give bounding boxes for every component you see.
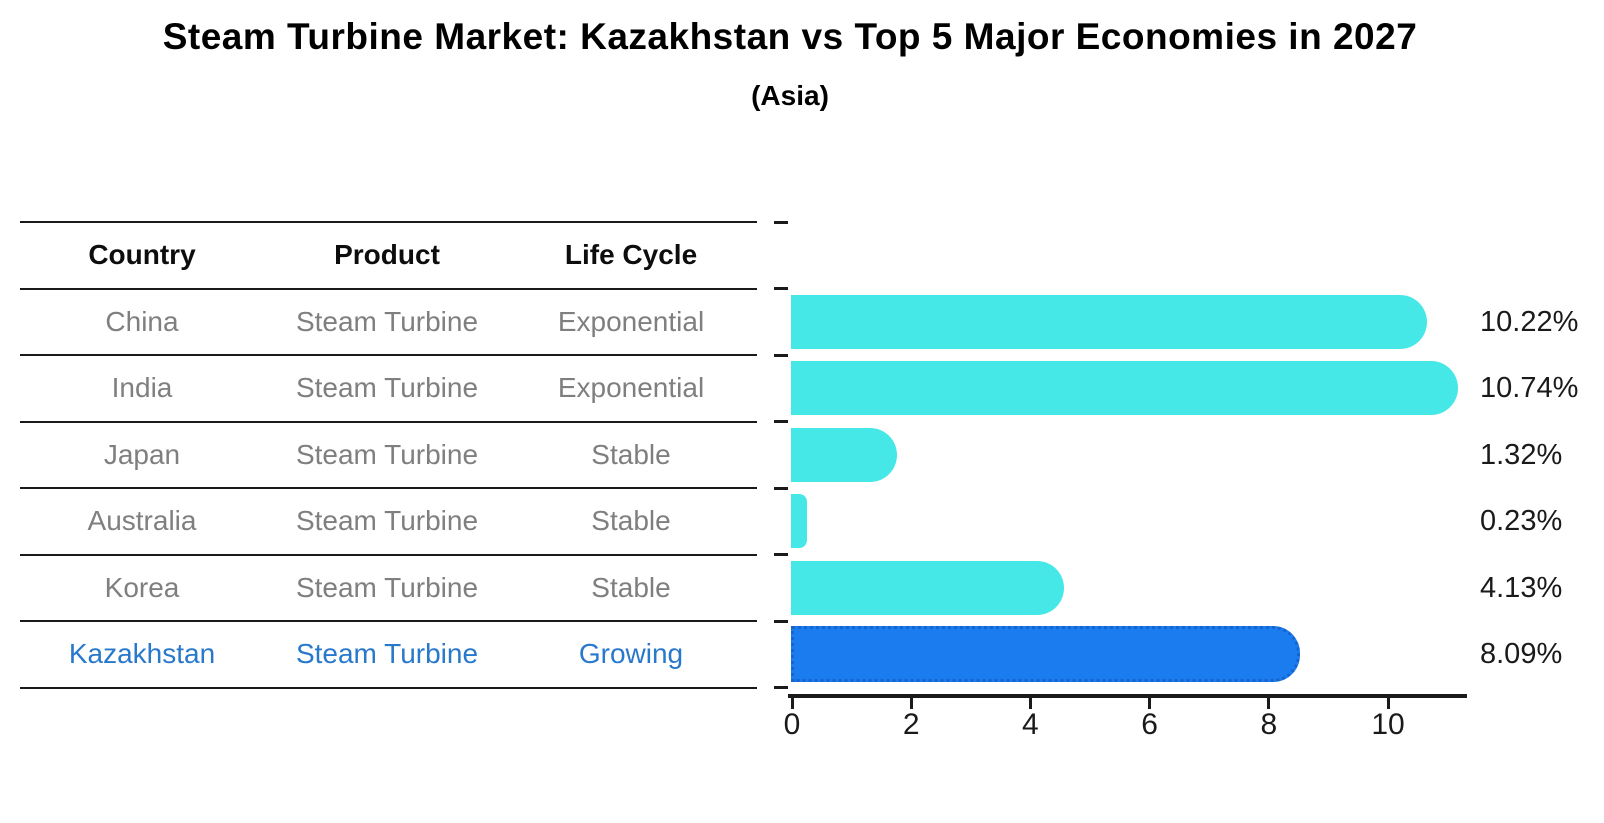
cell-product-china: Steam Turbine: [295, 305, 479, 337]
x-axis-tick: [1148, 698, 1152, 709]
cell-lifecycle-kazakhstan: Growing: [578, 638, 684, 670]
bar-kazakhstan: [791, 626, 1301, 682]
bar-korea: [791, 560, 1065, 615]
y-axis-tick: [774, 287, 788, 290]
x-axis-tick-label: 0: [783, 708, 801, 741]
x-axis-line: [788, 694, 1467, 698]
cell-lifecycle-japan: Stable: [591, 438, 671, 470]
x-axis-tick: [1028, 698, 1032, 709]
x-axis-tick-label: 4: [1022, 708, 1039, 741]
cell-lifecycle-australia: Stable: [591, 505, 671, 537]
table-rule: [20, 686, 757, 689]
cell-country-korea: Korea: [104, 571, 180, 603]
x-axis-tick-label: 6: [1141, 708, 1158, 741]
y-axis-tick: [774, 553, 788, 556]
cell-product-korea: Steam Turbine: [295, 571, 479, 603]
y-axis-tick: [774, 686, 788, 689]
table-rule: [20, 420, 757, 423]
cell-country-india: India: [111, 372, 173, 404]
y-axis-tick: [774, 486, 788, 490]
table-rule: [20, 287, 757, 290]
cell-product-japan: Steam Turbine: [295, 438, 479, 470]
column-header-country: Country: [88, 239, 196, 271]
cell-product-india: Steam Turbine: [295, 372, 479, 404]
x-axis-tick-label: 8: [1260, 708, 1278, 741]
x-axis-tick-label: 2: [902, 708, 920, 741]
x-axis-tick: [1267, 698, 1271, 709]
x-axis-tick: [1386, 698, 1390, 709]
bar-japan: [791, 427, 897, 482]
y-axis-tick: [774, 420, 788, 423]
value-label-australia: 0.23%: [1480, 505, 1563, 538]
table-rule: [20, 553, 757, 556]
x-axis-tick: [790, 698, 794, 709]
table-rule: [20, 487, 757, 489]
table-rule: [20, 620, 757, 622]
y-axis-tick: [774, 619, 788, 623]
value-label-china: 10.22%: [1480, 305, 1579, 338]
chart-subtitle: (Asia): [751, 80, 829, 111]
x-axis-tick: [909, 698, 913, 709]
value-label-kazakhstan: 8.09%: [1480, 638, 1563, 671]
bar-china: [791, 294, 1428, 349]
y-axis-tick: [774, 220, 788, 224]
value-label-india: 10.74%: [1480, 372, 1579, 405]
cell-lifecycle-india: Exponential: [557, 372, 705, 404]
value-label-japan: 1.32%: [1480, 438, 1563, 471]
cell-country-australia: Australia: [87, 505, 197, 537]
table-rule: [20, 221, 757, 223]
value-label-korea: 4.13%: [1480, 571, 1563, 604]
y-axis-tick: [774, 353, 788, 357]
cell-product-australia: Steam Turbine: [295, 505, 479, 537]
cell-lifecycle-korea: Stable: [591, 571, 671, 603]
cell-lifecycle-china: Exponential: [557, 305, 705, 337]
x-axis-tick-label: 10: [1371, 708, 1405, 741]
cell-country-japan: Japan: [103, 438, 181, 470]
bar-australia: [791, 494, 807, 548]
table-rule: [20, 354, 757, 356]
cell-country-kazakhstan: Kazakhstan: [68, 638, 216, 670]
column-header-life-cycle: Life Cycle: [564, 239, 698, 271]
chart-title: Steam Turbine Market: Kazakhstan vs Top …: [162, 16, 1418, 57]
column-header-product: Product: [334, 239, 440, 271]
bar-india: [791, 361, 1459, 415]
cell-country-china: China: [105, 305, 179, 337]
cell-product-kazakhstan: Steam Turbine: [295, 638, 479, 670]
